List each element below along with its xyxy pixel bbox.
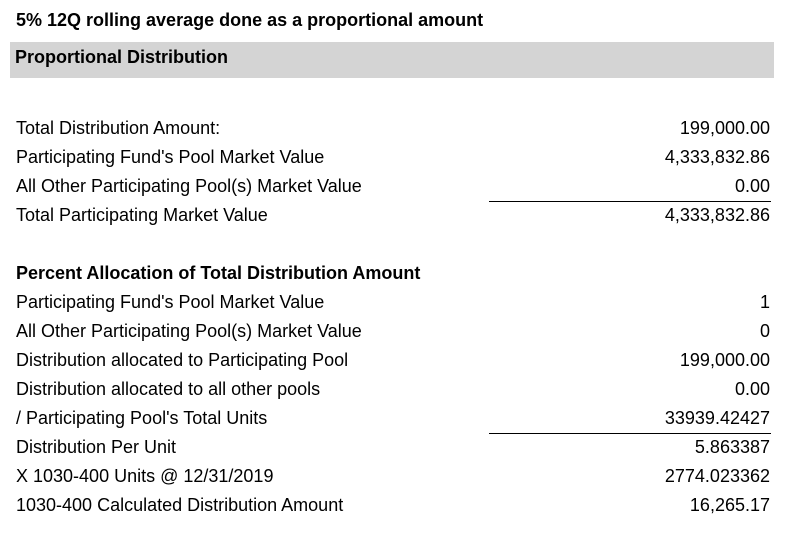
- allocation-row-units-at-date: X 1030-400 Units @ 12/31/2019 2774.02336…: [16, 462, 770, 490]
- row-label: Participating Fund's Pool Market Value: [16, 292, 325, 312]
- row-value: 0.00: [734, 176, 770, 196]
- summary-row-total-market-value: Total Participating Market Value 4,333,8…: [16, 201, 770, 229]
- row-value: 1: [759, 292, 770, 312]
- row-value: 33939.42427: [664, 408, 770, 428]
- subtotal-rule: [489, 201, 771, 202]
- row-value: 5.863387: [694, 437, 770, 457]
- allocation-heading: Percent Allocation of Total Distribution…: [16, 263, 421, 283]
- allocation-row-other-pools-distribution: Distribution allocated to all other pool…: [16, 375, 770, 403]
- row-value: 4,333,832.86: [664, 147, 770, 167]
- row-label: / Participating Pool's Total Units: [16, 408, 268, 428]
- row-value: 199,000.00: [679, 118, 770, 138]
- page-title: 5% 12Q rolling average done as a proport…: [16, 10, 484, 30]
- row-value: 2774.023362: [664, 466, 770, 486]
- row-value: 4,333,832.86: [664, 205, 770, 225]
- row-value: 16,265.17: [689, 495, 770, 515]
- row-value: 199,000.00: [679, 350, 770, 370]
- allocation-row-fund-pool-market-value: Participating Fund's Pool Market Value 1: [16, 288, 770, 316]
- summary-row-other-pools-market-value: All Other Participating Pool(s) Market V…: [16, 172, 770, 200]
- row-label: X 1030-400 Units @ 12/31/2019: [16, 466, 274, 486]
- allocation-row-total-units: / Participating Pool's Total Units 33939…: [16, 404, 770, 432]
- summary-row-total-distribution: Total Distribution Amount: 199,000.00: [16, 114, 770, 142]
- allocation-row-participating-pool-distribution: Distribution allocated to Participating …: [16, 346, 770, 374]
- row-label: Total Participating Market Value: [16, 205, 268, 225]
- row-label: Total Distribution Amount:: [16, 118, 221, 138]
- row-label: Distribution Per Unit: [16, 437, 177, 457]
- row-label: Distribution allocated to all other pool…: [16, 379, 321, 399]
- section-header-band: Proportional Distribution: [10, 42, 774, 78]
- row-value: 0.00: [734, 379, 770, 399]
- row-label: Distribution allocated to Participating …: [16, 350, 349, 370]
- row-label: All Other Participating Pool(s) Market V…: [16, 321, 362, 341]
- summary-row-fund-pool-market-value: Participating Fund's Pool Market Value 4…: [16, 143, 770, 171]
- section-header: Proportional Distribution: [15, 47, 228, 67]
- row-label: Participating Fund's Pool Market Value: [16, 147, 325, 167]
- row-value: 0: [759, 321, 770, 341]
- allocation-row-distribution-per-unit: Distribution Per Unit 5.863387: [16, 433, 770, 461]
- row-label: All Other Participating Pool(s) Market V…: [16, 176, 362, 196]
- row-label: 1030-400 Calculated Distribution Amount: [16, 495, 344, 515]
- allocation-row-calculated-distribution: 1030-400 Calculated Distribution Amount …: [16, 491, 770, 519]
- per-unit-rule: [489, 433, 771, 434]
- allocation-row-other-pools-market-value: All Other Participating Pool(s) Market V…: [16, 317, 770, 345]
